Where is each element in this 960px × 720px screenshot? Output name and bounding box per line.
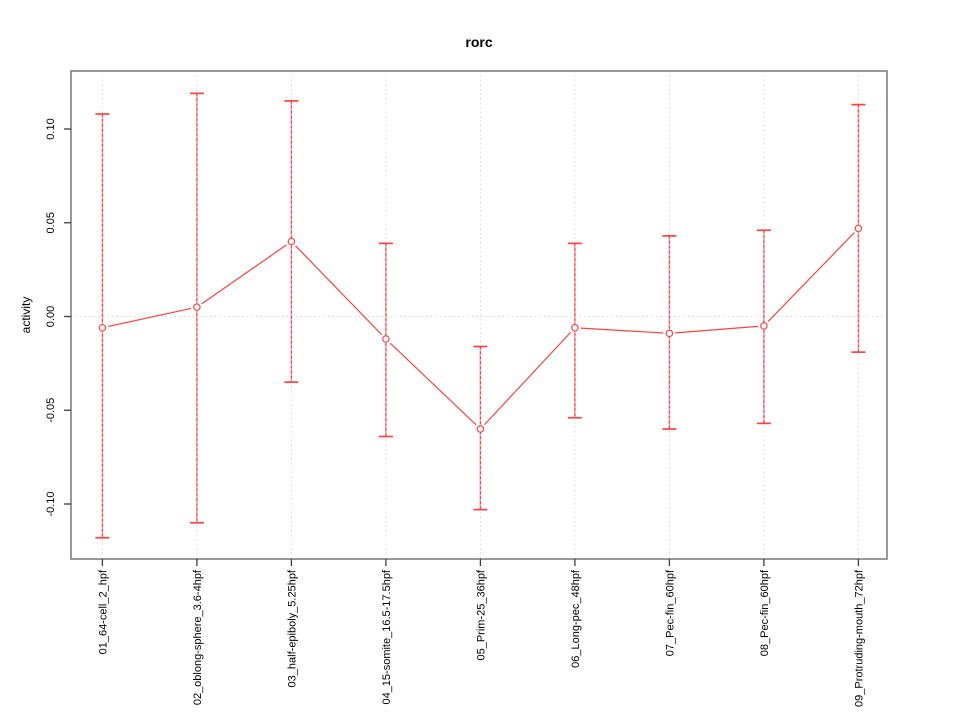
plot-box: [70, 70, 888, 560]
x-tick-label: 09_Protruding-mouth_72hpf: [853, 569, 865, 707]
data-point: [854, 224, 863, 233]
y-tick-label: 0.05: [45, 212, 57, 233]
x-tick-label: 07_Pec-fin_60hpf: [664, 569, 676, 656]
data-point: [571, 323, 579, 332]
y-tick-label: -0.05: [45, 398, 57, 423]
y-tick-label: -0.10: [45, 491, 57, 516]
y-tick-label: 0.10: [45, 118, 57, 139]
y-tick-label: 0.00: [45, 306, 57, 327]
data-point: [98, 323, 107, 332]
series-line-segment: [108, 307, 192, 328]
chart-title: rorc: [465, 34, 492, 50]
series-line-segment: [580, 327, 664, 334]
data-point: [476, 425, 485, 433]
data-point: [665, 329, 674, 338]
y-axis-label: activity: [19, 297, 33, 334]
x-tick-label: 08_Pec-fin_60hpf: [759, 569, 771, 656]
series-line-segment: [767, 232, 855, 322]
series-line-segment: [295, 245, 383, 336]
series-line-segment: [389, 342, 477, 426]
series-line-segment: [201, 244, 287, 305]
x-tick-label: 03_half-epiboly_5.25hpf: [286, 569, 298, 687]
series-line-segment: [675, 325, 758, 334]
x-tick-label: 05_Prim-25_36hpf: [475, 569, 487, 660]
data-point: [760, 322, 768, 330]
data-point: [287, 237, 296, 246]
x-tick-label: 06_Long-pec_48hpf: [570, 569, 582, 668]
series-line-segment: [484, 331, 572, 426]
x-tick-label: 01_64-cell_2_hpf: [97, 569, 109, 654]
x-tick-label: 04_15-somite_16.5-17.5hpf: [381, 569, 393, 704]
data-point: [193, 303, 201, 311]
x-tick-label: 02_oblong-sphere_3.6-4hpf: [192, 569, 204, 705]
data-point: [382, 335, 390, 343]
